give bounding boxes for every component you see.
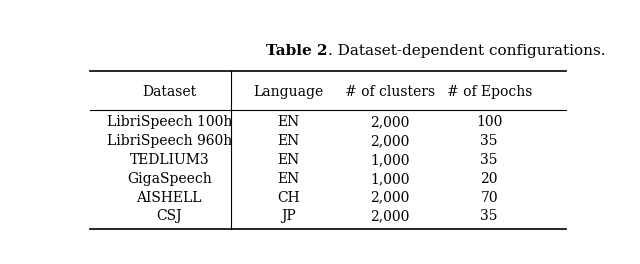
Text: CSJ: CSJ bbox=[156, 209, 182, 223]
Text: GigaSpeech: GigaSpeech bbox=[127, 172, 212, 186]
Text: # of clusters: # of clusters bbox=[345, 85, 435, 99]
Text: 35: 35 bbox=[481, 209, 498, 223]
Text: 100: 100 bbox=[476, 115, 502, 129]
Text: 1,000: 1,000 bbox=[371, 153, 410, 167]
Text: CH: CH bbox=[277, 191, 300, 205]
Text: JP: JP bbox=[281, 209, 296, 223]
Text: # of Epochs: # of Epochs bbox=[447, 85, 532, 99]
Text: 20: 20 bbox=[481, 172, 498, 186]
Text: EN: EN bbox=[277, 134, 300, 148]
Text: Table 2: Table 2 bbox=[266, 44, 328, 58]
Text: 70: 70 bbox=[481, 191, 498, 205]
Text: LibriSpeech 100h: LibriSpeech 100h bbox=[107, 115, 232, 129]
Text: EN: EN bbox=[277, 172, 300, 186]
Text: Dataset: Dataset bbox=[142, 85, 196, 99]
Text: LibriSpeech 960h: LibriSpeech 960h bbox=[107, 134, 232, 148]
Text: 2,000: 2,000 bbox=[371, 115, 410, 129]
Text: 2,000: 2,000 bbox=[371, 209, 410, 223]
Text: AISHELL: AISHELL bbox=[136, 191, 202, 205]
Text: 2,000: 2,000 bbox=[371, 191, 410, 205]
Text: EN: EN bbox=[277, 115, 300, 129]
Text: 2,000: 2,000 bbox=[371, 134, 410, 148]
Text: . Dataset-dependent configurations.: . Dataset-dependent configurations. bbox=[328, 44, 605, 58]
Text: 1,000: 1,000 bbox=[371, 172, 410, 186]
Text: EN: EN bbox=[277, 153, 300, 167]
Text: TEDLIUM3: TEDLIUM3 bbox=[129, 153, 209, 167]
Text: 35: 35 bbox=[481, 153, 498, 167]
Text: Language: Language bbox=[253, 85, 323, 99]
Text: 35: 35 bbox=[481, 134, 498, 148]
